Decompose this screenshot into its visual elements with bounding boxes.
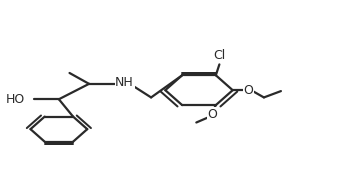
Text: NH: NH xyxy=(115,76,134,89)
Text: O: O xyxy=(207,108,217,121)
Text: O: O xyxy=(243,84,253,97)
Text: Cl: Cl xyxy=(213,49,225,62)
Text: HO: HO xyxy=(6,93,25,106)
